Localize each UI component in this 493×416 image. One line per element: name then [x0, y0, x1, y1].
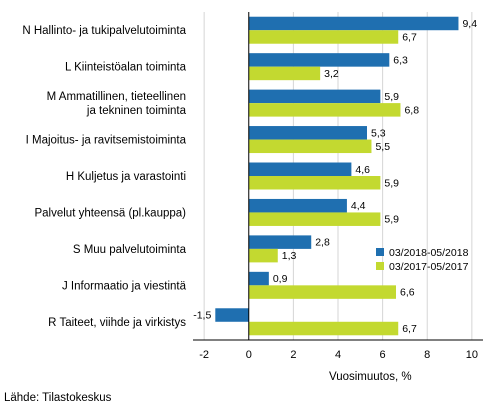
data-label: 6,6 [400, 287, 415, 299]
category-label: N Hallinto- ja tukipalvelutoiminta [22, 25, 186, 37]
data-label: 6,8 [404, 104, 419, 116]
x-tick-label: 4 [335, 349, 341, 361]
bar-series-1 [248, 198, 347, 213]
data-label: 6,3 [393, 54, 408, 66]
data-label: 9,4 [462, 18, 477, 30]
x-axis-title: Vuosimuutos, % [329, 371, 412, 383]
legend-label: 03/2017-05/2017 [389, 261, 469, 273]
bar-series-1 [248, 16, 459, 31]
category-label: L Kiinteistöalan toiminta [65, 62, 187, 74]
category-label: H Kuljetus ja varastointi [66, 171, 186, 183]
data-label: 6,7 [402, 323, 417, 335]
x-tick-label: -2 [199, 349, 209, 361]
category-label: I Majoitus- ja ravitsemistoiminta [26, 135, 187, 147]
bar-series-2 [248, 248, 278, 263]
bar-series-2 [248, 285, 396, 299]
x-tick-label: 2 [290, 349, 296, 361]
data-label: 2,8 [315, 237, 330, 249]
bar-series-2 [248, 176, 381, 190]
category-label: J Informaatio ja viestintä [62, 280, 187, 292]
bar-series-1 [215, 308, 249, 322]
data-label: 5,3 [371, 127, 386, 139]
data-label: 4,6 [355, 164, 370, 176]
data-label: 6,7 [402, 31, 417, 43]
data-label: 1,3 [282, 250, 297, 262]
bar-series-2 [248, 66, 321, 81]
legend-swatch [376, 248, 384, 256]
bar-series-1 [248, 271, 269, 286]
bar-series-2 [248, 212, 381, 226]
x-tick-label: 8 [424, 349, 430, 361]
data-label: 3,2 [324, 68, 339, 80]
bar-series-2 [248, 139, 372, 154]
data-label: 5,9 [384, 91, 399, 103]
x-tick-label: 6 [380, 349, 386, 361]
data-label: 5,9 [384, 177, 399, 189]
bar-series-1 [248, 235, 312, 249]
bar-series-1 [248, 126, 367, 140]
legend-swatch [376, 262, 384, 270]
legend-label: 03/2018-05/2018 [389, 247, 469, 259]
category-label: R Taiteet, viihde ja virkistys [48, 317, 186, 329]
category-label: Palvelut yhteensä (pl.kauppa) [34, 207, 186, 219]
bar-series-2 [248, 30, 399, 44]
bar-series-1 [248, 162, 352, 176]
data-label: 4,4 [351, 200, 366, 212]
bar-series-2 [248, 321, 399, 336]
source-note: Lähde: Tilastokeskus [4, 392, 112, 404]
x-tick-label: 0 [246, 349, 252, 361]
bar-series-1 [248, 89, 381, 104]
data-label: 5,9 [384, 214, 399, 226]
data-label: -1,5 [193, 310, 211, 322]
bar-series-2 [248, 103, 401, 117]
bar-series-1 [248, 53, 390, 67]
data-label: 0,9 [273, 273, 288, 285]
category-label: S Muu palvelutoiminta [73, 244, 187, 256]
x-tick-label: 10 [466, 349, 478, 361]
category-label: ja tekninen toiminta [86, 105, 187, 117]
data-label: 5,5 [375, 141, 390, 153]
category-label: M Ammatillinen, tieteellinen [47, 91, 186, 103]
